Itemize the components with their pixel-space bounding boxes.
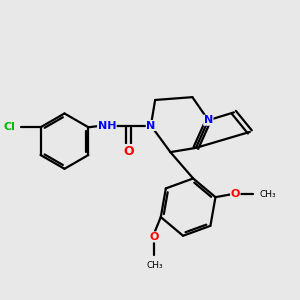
Text: N: N [146,121,155,130]
Text: Cl: Cl [4,122,16,132]
Text: CH₃: CH₃ [146,261,163,270]
Text: O: O [150,232,159,242]
Text: NH: NH [98,121,116,130]
Text: O: O [231,189,240,199]
Text: N: N [204,115,213,125]
Text: CH₃: CH₃ [260,190,276,199]
Text: O: O [124,145,134,158]
